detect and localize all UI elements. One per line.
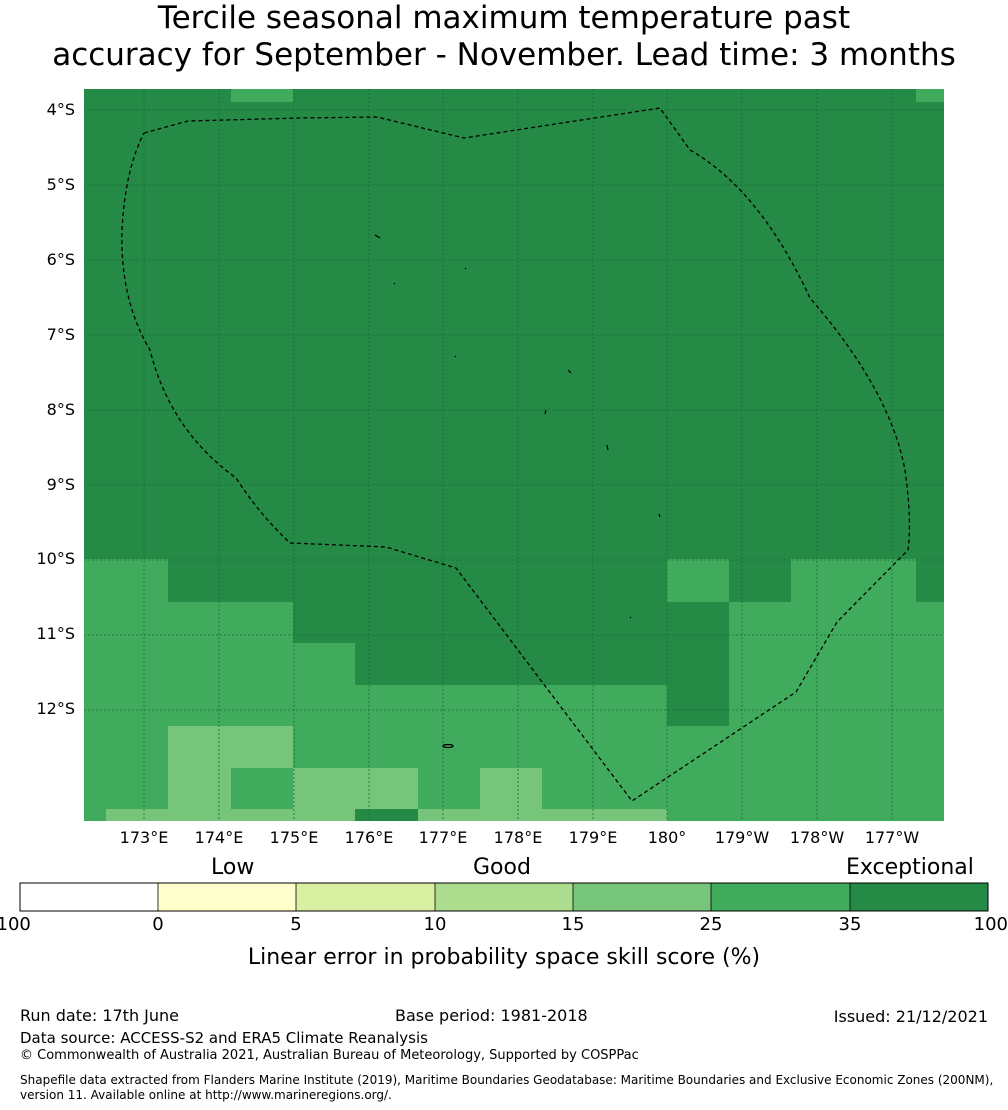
colorbar-tick: 5 xyxy=(290,914,302,935)
grid-cell xyxy=(355,809,418,821)
colorbar-segment xyxy=(711,883,850,911)
islands xyxy=(374,234,661,749)
map-title-line-2: accuracy for September - November. Lead … xyxy=(52,37,956,73)
lon-label-179e: 179°E xyxy=(568,828,618,847)
colorbar-tick: 10 xyxy=(423,914,447,935)
skill-cells xyxy=(84,89,944,821)
lon-label-178e: 178°E xyxy=(493,828,543,847)
run-date: Run date: 17th June xyxy=(20,1006,180,1025)
colorbar-segment xyxy=(573,883,711,911)
lon-label-177e: 177°E xyxy=(418,828,468,847)
category-label-low: Low xyxy=(211,855,255,880)
colorbar-segment xyxy=(850,883,988,911)
grid-cell xyxy=(231,89,293,102)
colorbar-segment xyxy=(296,883,435,911)
colorbar-tick: 25 xyxy=(699,914,723,935)
lat-label-11s: 11°S xyxy=(36,624,75,643)
lon-label-174e: 174°E xyxy=(194,828,244,847)
lat-label-5s: 5°S xyxy=(46,175,75,194)
grid-cell xyxy=(84,559,168,821)
island xyxy=(567,369,572,374)
grid-cell xyxy=(106,809,168,821)
shapefile-credit-line-2: version 11. Available online at http://w… xyxy=(20,1088,392,1102)
lat-label-4s: 4°S xyxy=(46,100,75,119)
base-period: Base period: 1981-2018 xyxy=(395,1006,588,1025)
lat-label-12s: 12°S xyxy=(36,699,75,718)
grid-cell xyxy=(168,768,231,809)
colorbar-tick: 35 xyxy=(838,914,862,935)
lon-label-180: 180° xyxy=(647,828,687,847)
colorbar-dividers xyxy=(157,883,851,911)
grid-cell xyxy=(791,559,916,821)
data-source: Data source: ACCESS-S2 and ERA5 Climate … xyxy=(20,1029,428,1047)
eez-boundary xyxy=(121,107,911,802)
island xyxy=(442,743,454,749)
issued-date: Issued: 21/12/2021 xyxy=(833,1007,988,1026)
shapefile-credit-line-1: Shapefile data extracted from Flanders M… xyxy=(20,1073,994,1087)
grid-cell xyxy=(667,559,729,602)
lat-label-6s: 6°S xyxy=(46,250,75,269)
lon-label-173e: 173°E xyxy=(119,828,169,847)
colorbar-segment xyxy=(158,883,296,911)
lon-label-178w: 178°W xyxy=(789,828,845,847)
grid-cell xyxy=(667,726,791,821)
island xyxy=(658,513,661,518)
map-area xyxy=(84,89,944,821)
colorbar-tick: 0 xyxy=(152,914,164,935)
grid-cell xyxy=(293,768,418,809)
lon-label-175e: 175°E xyxy=(269,828,319,847)
grid-cell xyxy=(480,768,542,809)
grid-cell xyxy=(916,602,944,821)
colorbar-frame xyxy=(19,882,989,912)
lon-label-177w: 177°W xyxy=(864,828,920,847)
colorbar-tick: 15 xyxy=(561,914,585,935)
grid-cell xyxy=(729,685,791,726)
grid-cell xyxy=(729,602,791,685)
category-label-exceptional: Exceptional xyxy=(846,855,974,880)
colorbar-segment xyxy=(435,883,573,911)
graticule xyxy=(84,89,944,821)
lon-label-176e: 176°E xyxy=(344,828,394,847)
island xyxy=(393,282,396,285)
colorbar-tick: 100 xyxy=(973,914,1008,935)
category-label-good: Good xyxy=(473,855,531,880)
lat-label-7s: 7°S xyxy=(46,325,75,344)
grid-cell xyxy=(418,809,667,821)
colorbar-label: Linear error in probability space skill … xyxy=(247,945,761,970)
grid-cell xyxy=(916,89,944,102)
island xyxy=(374,234,381,239)
copyright-notice: © Commonwealth of Australia 2021, Austra… xyxy=(20,1048,639,1063)
map-title: Tercile seasonal maximum temperature pas… xyxy=(0,0,1008,74)
island xyxy=(544,409,547,415)
colorbar xyxy=(19,882,989,912)
colorbar-segment xyxy=(20,883,158,911)
island xyxy=(454,355,457,358)
island xyxy=(606,444,609,451)
lat-label-9s: 9°S xyxy=(46,475,75,494)
grid-cell xyxy=(168,809,293,821)
map-title-line-1: Tercile seasonal maximum temperature pas… xyxy=(157,0,851,36)
grid-cell xyxy=(168,726,293,768)
island xyxy=(629,616,632,619)
lat-label-8s: 8°S xyxy=(46,400,75,419)
lat-label-10s: 10°S xyxy=(36,549,75,568)
island xyxy=(464,267,467,270)
grid-cell xyxy=(293,809,355,821)
colorbar-tick: -100 xyxy=(0,914,31,935)
lon-label-179w: 179°W xyxy=(714,828,770,847)
